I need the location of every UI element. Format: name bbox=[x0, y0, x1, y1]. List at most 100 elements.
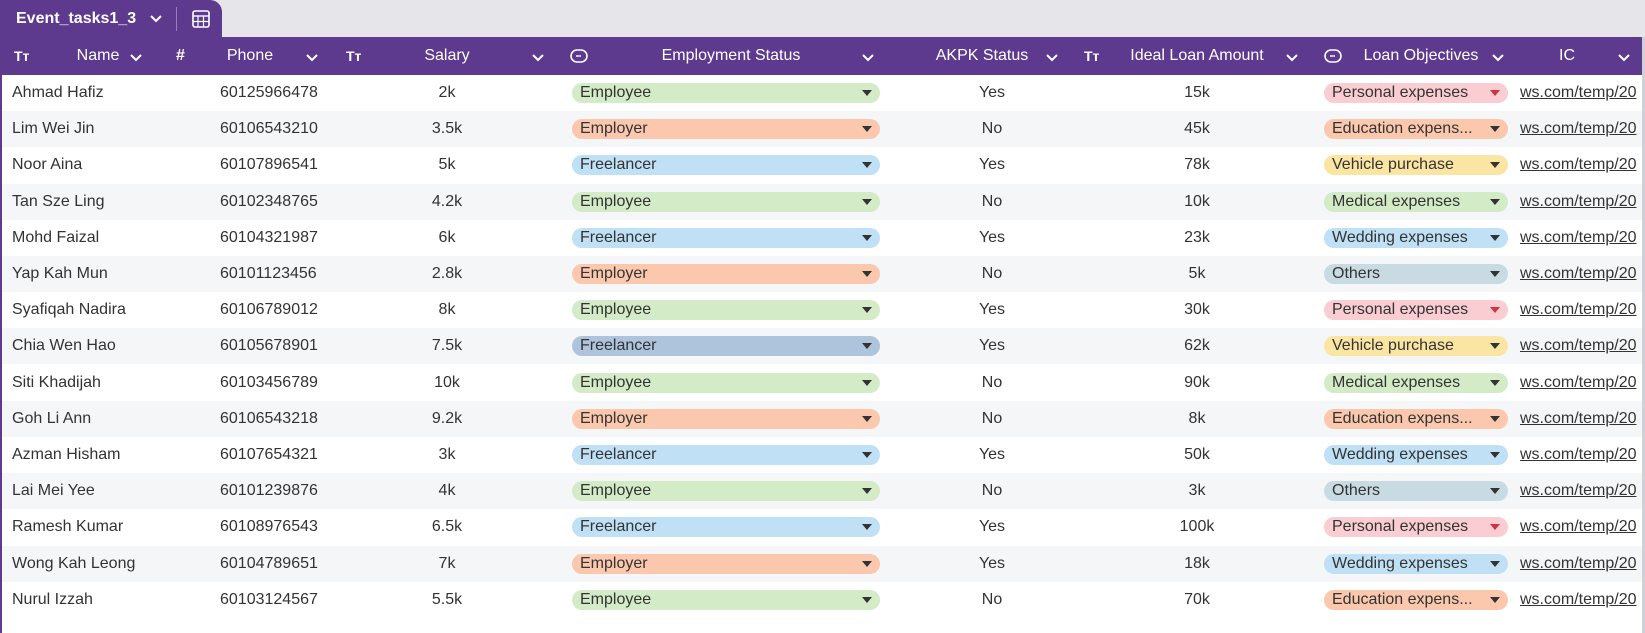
cell-loan-objectives[interactable]: Personal expenses bbox=[1324, 292, 1508, 328]
cell-akpk-status[interactable]: Yes bbox=[978, 554, 1006, 572]
loan-objective-pill[interactable]: Medical expenses bbox=[1324, 191, 1508, 212]
cell-akpk-status[interactable]: Yes bbox=[978, 84, 1006, 101]
employment-status-pill[interactable]: Employee bbox=[572, 300, 880, 321]
cell-employment-status[interactable]: Freelancer bbox=[572, 437, 880, 473]
employment-status-pill[interactable]: Employer bbox=[572, 119, 880, 140]
cell-name[interactable]: Mohd Faizal bbox=[12, 228, 100, 246]
dropdown-arrow-icon[interactable] bbox=[862, 90, 872, 96]
loan-objective-pill[interactable]: Vehicle purchase bbox=[1324, 336, 1508, 357]
cell-phone[interactable]: 60105678901 bbox=[220, 337, 318, 355]
table-row[interactable]: Ramesh Kumar 60108976543 6.5k Freelancer Yes… bbox=[2, 509, 1645, 545]
loan-objective-pill[interactable]: Others bbox=[1324, 264, 1508, 284]
cell-loan-objectives[interactable]: Education expens... bbox=[1324, 111, 1508, 147]
cell-loan-objectives[interactable]: Education expens... bbox=[1324, 582, 1508, 618]
column-menu-chevron-icon[interactable] bbox=[1046, 49, 1058, 67]
ic-attachment-link[interactable]: ws.com/temp/20 bbox=[1520, 590, 1637, 608]
table-row[interactable]: Tan Sze Ling 60102348765 4.2k Employee No 10k… bbox=[2, 183, 1645, 220]
cell-ic-link[interactable]: ws.com/temp/20 bbox=[1520, 365, 1645, 401]
cell-ideal-loan-amount[interactable]: 100k bbox=[1179, 518, 1215, 536]
cell-ideal-loan-amount[interactable]: 50k bbox=[1184, 446, 1210, 463]
cell-akpk-status[interactable]: Yes bbox=[978, 446, 1006, 463]
dropdown-arrow-icon[interactable] bbox=[1490, 126, 1500, 133]
ic-attachment-link[interactable]: ws.com/temp/20 bbox=[1520, 482, 1637, 500]
loan-objective-pill[interactable]: Vehicle purchase bbox=[1324, 155, 1508, 176]
loan-objective-pill[interactable]: Personal expenses bbox=[1324, 517, 1508, 538]
column-menu-chevron-icon[interactable] bbox=[1618, 49, 1630, 67]
dropdown-arrow-icon[interactable] bbox=[1490, 307, 1500, 314]
cell-akpk-status[interactable]: No bbox=[981, 120, 1003, 138]
table-row[interactable]: Azman Hisham 60107654321 3k Freelancer Yes 50… bbox=[2, 437, 1645, 473]
cell-salary[interactable]: 5.5k bbox=[431, 590, 463, 608]
cell-ic-link[interactable]: ws.com/temp/20 bbox=[1520, 546, 1645, 582]
table-row[interactable]: Lai Mei Yee 60101239876 4k Employee No 3k Othe… bbox=[2, 473, 1645, 510]
table-row[interactable]: Yap Kah Mun 60101123456 2.8k Employer No 5k Ot… bbox=[2, 256, 1645, 292]
dropdown-arrow-icon[interactable] bbox=[862, 198, 872, 205]
dropdown-arrow-icon[interactable] bbox=[862, 234, 872, 241]
cell-phone[interactable]: 60125966478 bbox=[220, 84, 318, 101]
cell-employment-status[interactable]: Freelancer bbox=[572, 328, 880, 364]
cell-phone[interactable]: 60106543218 bbox=[220, 409, 318, 427]
employment-status-pill[interactable]: Employee bbox=[572, 481, 880, 502]
cell-phone[interactable]: 60107654321 bbox=[220, 446, 318, 463]
employment-status-pill[interactable]: Freelancer bbox=[572, 336, 880, 357]
cell-salary[interactable]: 5k bbox=[438, 156, 456, 174]
cell-name[interactable]: Lim Wei Jin bbox=[12, 120, 95, 138]
cell-employment-status[interactable]: Employee bbox=[572, 365, 880, 401]
cell-salary[interactable]: 7k bbox=[438, 554, 456, 572]
cell-phone[interactable]: 60108976543 bbox=[220, 518, 318, 536]
cell-salary[interactable]: 3k bbox=[438, 446, 456, 463]
cell-phone[interactable]: 60103124567 bbox=[220, 590, 318, 608]
cell-name[interactable]: Azman Hisham bbox=[12, 446, 121, 463]
cell-employment-status[interactable]: Freelancer bbox=[572, 220, 880, 256]
cell-ideal-loan-amount[interactable]: 18k bbox=[1184, 554, 1210, 572]
dropdown-arrow-icon[interactable] bbox=[1490, 90, 1500, 96]
loan-objective-pill[interactable]: Others bbox=[1324, 481, 1508, 502]
employment-status-pill[interactable]: Employee bbox=[572, 372, 880, 393]
cell-ideal-loan-amount[interactable]: 8k bbox=[1188, 409, 1206, 427]
cell-name[interactable]: Tan Sze Ling bbox=[12, 192, 105, 210]
employment-status-pill[interactable]: Employer bbox=[572, 408, 880, 429]
cell-salary[interactable]: 2.8k bbox=[431, 265, 463, 282]
cell-ic-link[interactable]: ws.com/temp/20 bbox=[1520, 328, 1645, 364]
column-header-ic[interactable]: IC bbox=[1559, 47, 1575, 64]
employment-status-pill[interactable]: Employer bbox=[572, 553, 880, 574]
dropdown-arrow-icon[interactable] bbox=[1490, 162, 1500, 169]
cell-loan-objectives[interactable]: Vehicle purchase bbox=[1324, 147, 1508, 183]
column-header-akpk[interactable]: AKPK Status bbox=[935, 47, 1029, 64]
employment-status-pill[interactable]: Employee bbox=[572, 83, 880, 103]
cell-ideal-loan-amount[interactable]: 15k bbox=[1184, 84, 1210, 101]
cell-ideal-loan-amount[interactable]: 90k bbox=[1184, 373, 1210, 391]
cell-name[interactable]: Yap Kah Mun bbox=[12, 265, 108, 282]
dropdown-arrow-icon[interactable] bbox=[862, 560, 872, 567]
cell-salary[interactable]: 9.2k bbox=[431, 409, 463, 427]
employment-status-pill[interactable]: Freelancer bbox=[572, 155, 880, 176]
cell-phone[interactable]: 60102348765 bbox=[220, 192, 318, 210]
cell-employment-status[interactable]: Employee bbox=[572, 582, 880, 618]
dropdown-arrow-icon[interactable] bbox=[862, 452, 872, 458]
column-header-loan[interactable]: Loan Objectives bbox=[1363, 47, 1479, 64]
table-row[interactable]: Siti Khadijah 60103456789 10k Employee No 90k… bbox=[2, 365, 1645, 401]
cell-ic-link[interactable]: ws.com/temp/20 bbox=[1520, 473, 1645, 509]
cell-salary[interactable]: 4.2k bbox=[431, 192, 463, 210]
employment-status-pill[interactable]: Employer bbox=[572, 264, 880, 284]
dropdown-arrow-icon[interactable] bbox=[862, 271, 872, 277]
employment-status-pill[interactable]: Freelancer bbox=[572, 517, 880, 538]
cell-loan-objectives[interactable]: Wedding expenses bbox=[1324, 220, 1508, 256]
ic-attachment-link[interactable]: ws.com/temp/20 bbox=[1520, 228, 1637, 246]
cell-employment-status[interactable]: Freelancer bbox=[572, 509, 880, 545]
cell-salary[interactable]: 2k bbox=[438, 84, 456, 101]
cell-name[interactable]: Lai Mei Yee bbox=[12, 482, 95, 500]
loan-objective-pill[interactable]: Education expens... bbox=[1324, 589, 1508, 610]
dropdown-arrow-icon[interactable] bbox=[862, 343, 872, 350]
cell-ideal-loan-amount[interactable]: 45k bbox=[1184, 120, 1210, 138]
dropdown-arrow-icon[interactable] bbox=[1490, 488, 1500, 495]
ic-attachment-link[interactable]: ws.com/temp/20 bbox=[1520, 301, 1637, 319]
cell-ideal-loan-amount[interactable]: 5k bbox=[1188, 265, 1206, 282]
ic-attachment-link[interactable]: ws.com/temp/20 bbox=[1520, 373, 1637, 391]
ic-attachment-link[interactable]: ws.com/temp/20 bbox=[1520, 446, 1637, 463]
cell-loan-objectives[interactable]: Personal expenses bbox=[1324, 75, 1508, 111]
table-row[interactable]: Chia Wen Hao 60105678901 7.5k Freelancer Yes… bbox=[2, 328, 1645, 365]
cell-phone[interactable]: 60106543210 bbox=[220, 120, 318, 138]
cell-loan-objectives[interactable]: Vehicle purchase bbox=[1324, 328, 1508, 364]
column-menu-chevron-icon[interactable] bbox=[862, 49, 874, 67]
